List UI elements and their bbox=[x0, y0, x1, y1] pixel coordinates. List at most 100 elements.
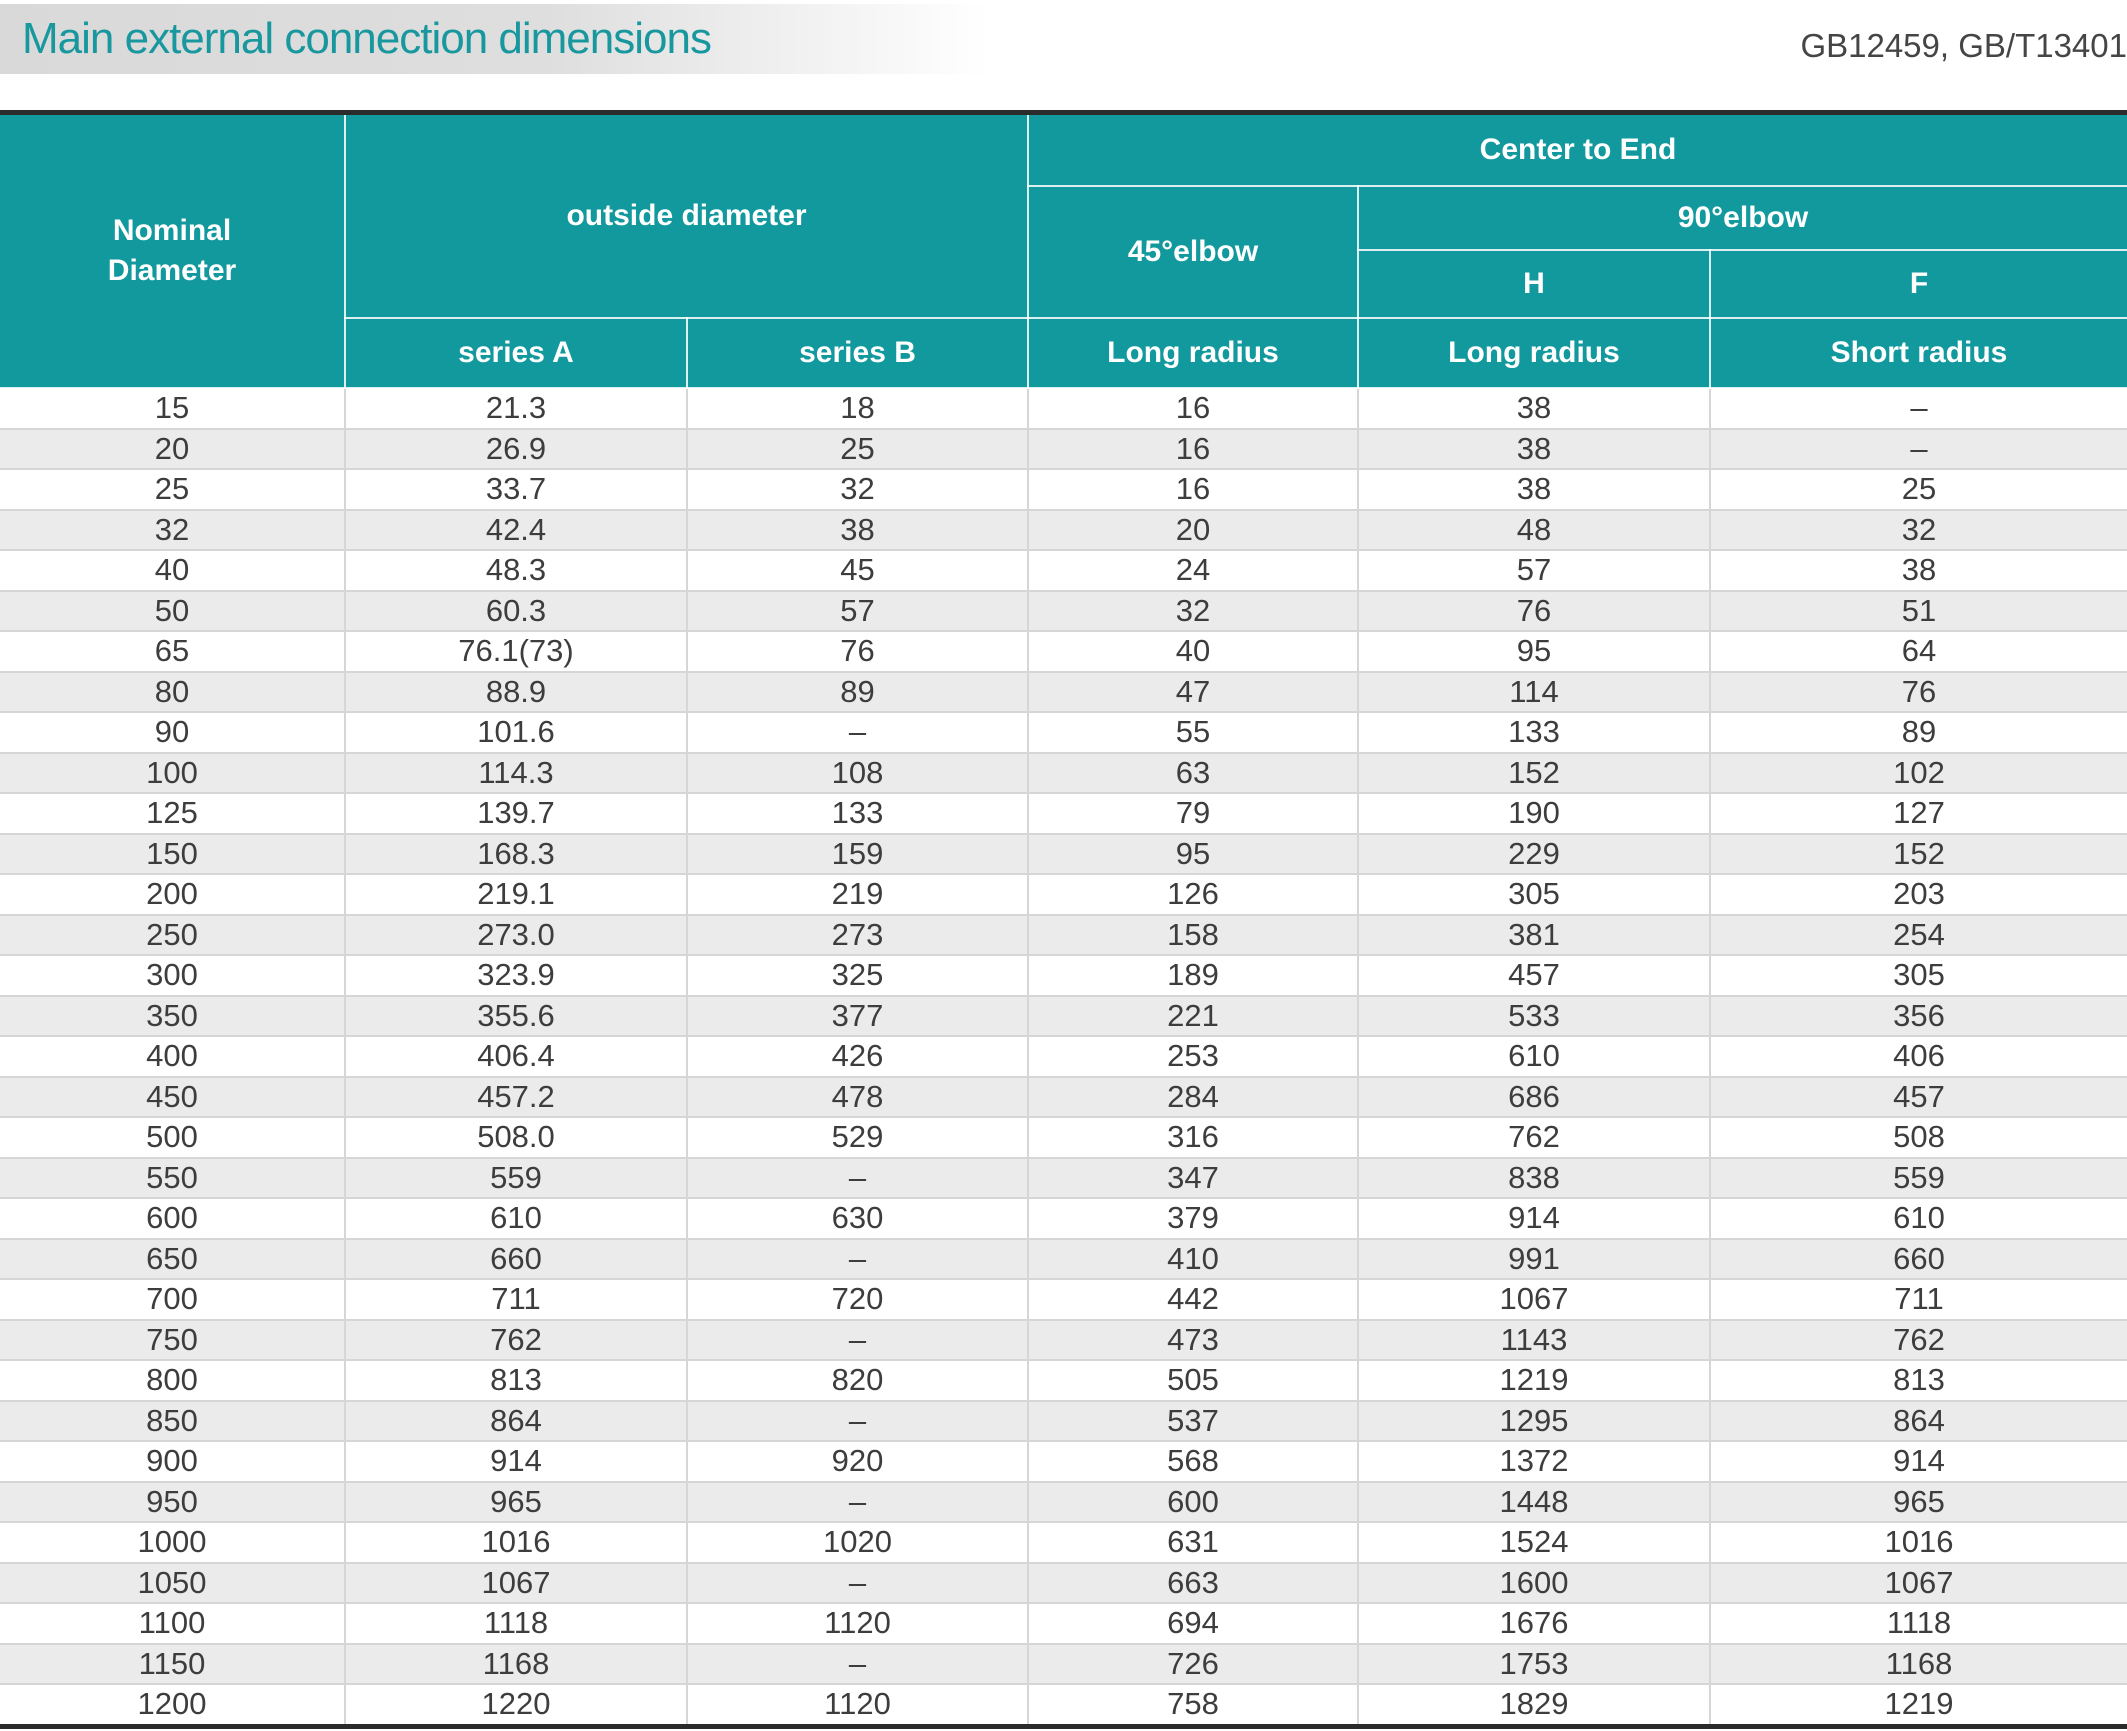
cell-45-long-radius: 24 bbox=[1027, 549, 1358, 591]
cell-90-h-long-radius: 1143 bbox=[1357, 1318, 1710, 1360]
cell-90-f-short-radius: 406 bbox=[1709, 1035, 2127, 1077]
cell-nominal-diameter: 800 bbox=[0, 1359, 345, 1401]
cell-series-b: 108 bbox=[686, 751, 1028, 793]
cell-series-a: 1118 bbox=[344, 1602, 687, 1644]
table-row: 15 21.3 18 16 38 – bbox=[0, 388, 2127, 429]
cell-series-a: 323.9 bbox=[344, 954, 687, 996]
cell-series-a: 26.9 bbox=[344, 427, 687, 469]
table-row: 1150 1168 – 726 1753 1168 bbox=[0, 1642, 2127, 1684]
table-row: 40 48.3 45 24 57 38 bbox=[0, 549, 2127, 591]
cell-series-a: 139.7 bbox=[344, 792, 687, 834]
cell-nominal-diameter: 300 bbox=[0, 954, 345, 996]
cell-series-b: 159 bbox=[686, 832, 1028, 874]
cell-90-h-long-radius: 76 bbox=[1357, 589, 1710, 631]
cell-series-a: 76.1(73) bbox=[344, 630, 687, 672]
cell-series-b: 76 bbox=[686, 630, 1028, 672]
cell-90-f-short-radius: 356 bbox=[1709, 994, 2127, 1036]
cell-nominal-diameter: 15 bbox=[154, 390, 190, 426]
cell-45-long-radius: 600 bbox=[1027, 1480, 1358, 1522]
cell-90-h-long-radius: 305 bbox=[1357, 873, 1710, 915]
page-title: Main external connection dimensions bbox=[22, 14, 712, 63]
dimensions-table: Nominal Diameter outside diameter Center… bbox=[0, 110, 2127, 1729]
cell-90-h-long-radius: 38 bbox=[1357, 468, 1710, 510]
cell-90-h-long-radius: 38 bbox=[1357, 427, 1710, 469]
cell-45-long-radius: 694 bbox=[1027, 1602, 1358, 1644]
cell-series-a: 813 bbox=[344, 1359, 687, 1401]
cell-90-f-short-radius: 203 bbox=[1709, 873, 2127, 915]
table-row: 80 88.9 89 47 114 76 bbox=[0, 670, 2127, 712]
header-45-elbow: 45°elbow bbox=[1028, 185, 1359, 319]
table-row: 200 219.1 219 126 305 203 bbox=[0, 873, 2127, 915]
cell-series-a: 219.1 bbox=[344, 873, 687, 915]
cell-45-long-radius: 221 bbox=[1027, 994, 1358, 1036]
header-h-long-radius: Long radius bbox=[1357, 317, 1711, 389]
cell-series-a: 406.4 bbox=[344, 1035, 687, 1077]
cell-nominal-diameter: 600 bbox=[0, 1197, 345, 1239]
cell-90-h-long-radius: 133 bbox=[1357, 711, 1710, 753]
cell-nominal-diameter: 250 bbox=[0, 913, 345, 955]
header-series-b: series B bbox=[686, 317, 1029, 389]
cell-series-b: 18 bbox=[686, 388, 1028, 429]
cell-45-long-radius: 410 bbox=[1027, 1237, 1358, 1279]
cell-45-long-radius: 32 bbox=[1027, 589, 1358, 631]
cell-45-long-radius: 47 bbox=[1027, 670, 1358, 712]
cell-45-long-radius: 20 bbox=[1027, 508, 1358, 550]
cell-90-h-long-radius: 38 bbox=[1357, 388, 1710, 429]
cell-90-f-short-radius: 457 bbox=[1709, 1075, 2127, 1117]
header-nominal-diameter: Nominal Diameter bbox=[0, 112, 346, 389]
table-row: 800 813 820 505 1219 813 bbox=[0, 1359, 2127, 1401]
cell-series-b: – bbox=[686, 711, 1028, 753]
cell-45-long-radius: 55 bbox=[1027, 711, 1358, 753]
cell-90-h-long-radius: 533 bbox=[1357, 994, 1710, 1036]
cell-series-b: 32 bbox=[686, 468, 1028, 510]
cell-90-h-long-radius: 95 bbox=[1357, 630, 1710, 672]
cell-series-b: 45 bbox=[686, 549, 1028, 591]
header-f-short-radius: Short radius bbox=[1709, 317, 2127, 389]
cell-90-h-long-radius: 190 bbox=[1357, 792, 1710, 834]
cell-90-h-long-radius: 686 bbox=[1357, 1075, 1710, 1117]
header-center-to-end: Center to End bbox=[1027, 112, 2127, 187]
cell-90-f-short-radius: 152 bbox=[1709, 832, 2127, 874]
cell-45-long-radius: 726 bbox=[1027, 1642, 1358, 1684]
cell-45-long-radius: 16 bbox=[1027, 468, 1358, 510]
cell-90-f-short-radius: 1219 bbox=[1709, 1683, 2127, 1726]
table-row: 950 965 – 600 1448 965 bbox=[0, 1480, 2127, 1522]
cell-series-b: 25 bbox=[686, 427, 1028, 469]
table-row: 850 864 – 537 1295 864 bbox=[0, 1399, 2127, 1441]
cell-series-b: 377 bbox=[686, 994, 1028, 1036]
table-row: 100 114.3 108 63 152 102 bbox=[0, 751, 2127, 793]
cell-series-b: 89 bbox=[686, 670, 1028, 712]
cell-series-a: 88.9 bbox=[344, 670, 687, 712]
cell-90-h-long-radius: 229 bbox=[1357, 832, 1710, 874]
table-row: 450 457.2 478 284 686 457 bbox=[0, 1075, 2127, 1117]
cell-90-f-short-radius: 305 bbox=[1709, 954, 2127, 996]
cell-series-b: 273 bbox=[686, 913, 1028, 955]
cell-series-b: – bbox=[686, 1642, 1028, 1684]
cell-90-f-short-radius: 660 bbox=[1709, 1237, 2127, 1279]
cell-45-long-radius: 284 bbox=[1027, 1075, 1358, 1117]
cell-90-h-long-radius: 1372 bbox=[1357, 1440, 1710, 1482]
cell-90-h-long-radius: 1524 bbox=[1357, 1521, 1710, 1563]
cell-90-h-long-radius: 48 bbox=[1357, 508, 1710, 550]
title-bar bbox=[0, 4, 990, 74]
cell-90-h-long-radius: 1829 bbox=[1357, 1683, 1710, 1726]
cell-90-f-short-radius: 508 bbox=[1709, 1116, 2127, 1158]
cell-series-b: 478 bbox=[686, 1075, 1028, 1117]
table-row: 350 355.6 377 221 533 356 bbox=[0, 994, 2127, 1036]
cell-nominal-diameter: 1150 bbox=[0, 1642, 345, 1684]
cell-45-long-radius: 505 bbox=[1027, 1359, 1358, 1401]
cell-90-h-long-radius: 381 bbox=[1357, 913, 1710, 955]
cell-nominal-diameter: 550 bbox=[0, 1156, 345, 1198]
cell-90-f-short-radius: 559 bbox=[1709, 1156, 2127, 1198]
cell-90-h-long-radius: 457 bbox=[1357, 954, 1710, 996]
cell-45-long-radius: 347 bbox=[1027, 1156, 1358, 1198]
table-row: 50 60.3 57 32 76 51 bbox=[0, 589, 2127, 631]
cell-45-long-radius: 16 bbox=[1027, 388, 1358, 429]
table-row: 1200 1220 1120 758 1829 1219 bbox=[0, 1683, 2127, 1726]
cell-series-b: – bbox=[686, 1399, 1028, 1441]
table-row: 650 660 – 410 991 660 bbox=[0, 1237, 2127, 1279]
header-outside-diameter: outside diameter bbox=[344, 112, 1029, 319]
cell-series-a: 42.4 bbox=[344, 508, 687, 550]
cell-90-f-short-radius: 38 bbox=[1709, 549, 2127, 591]
cell-90-f-short-radius: 762 bbox=[1709, 1318, 2127, 1360]
